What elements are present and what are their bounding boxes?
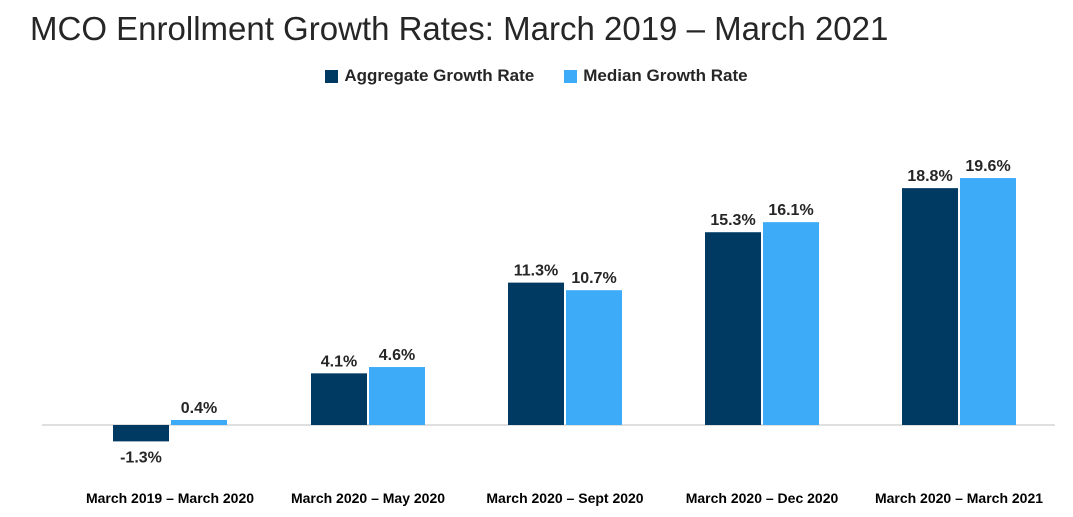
data-label-median-1: 4.6%: [379, 347, 415, 364]
legend-swatch-median: [564, 69, 578, 83]
data-label-aggregate-2: 11.3%: [514, 263, 558, 280]
bar-median-3: [763, 222, 819, 425]
bar-median-4: [960, 178, 1016, 425]
bar-aggregate-1: [311, 373, 367, 425]
bar-aggregate-2: [508, 282, 564, 425]
bar-median-2: [566, 290, 622, 425]
category-label-1: March 2020 – May 2020: [291, 490, 445, 506]
legend-label-aggregate: Aggregate Growth Rate: [344, 66, 535, 85]
data-label-aggregate-4: 18.8%: [907, 168, 952, 185]
category-label-3: March 2020 – Dec 2020: [686, 490, 839, 506]
bar-aggregate-4: [902, 188, 958, 425]
data-label-aggregate-3: 15.3%: [710, 212, 755, 229]
bar-aggregate-3: [705, 232, 761, 425]
legend: Aggregate Growth Rate Median Growth Rate: [0, 66, 1073, 86]
category-label-2: March 2020 – Sept 2020: [486, 490, 643, 506]
legend-label-median: Median Growth Rate: [583, 66, 748, 85]
data-label-median-4: 19.6%: [965, 158, 1010, 175]
legend-swatch-aggregate: [325, 69, 339, 83]
data-label-median-3: 16.1%: [768, 202, 813, 219]
category-label-0: March 2019 – March 2020: [86, 490, 254, 506]
legend-item-aggregate: Aggregate Growth Rate: [325, 66, 534, 86]
bar-median-0: [171, 419, 227, 425]
chart-title: MCO Enrollment Growth Rates: March 2019 …: [30, 10, 889, 47]
data-label-median-0: 0.4%: [181, 400, 217, 417]
bar-median-1: [369, 367, 425, 425]
bar-aggregate-0: [113, 425, 169, 442]
data-label-median-2: 10.7%: [571, 270, 616, 287]
legend-item-median: Median Growth Rate: [564, 66, 748, 86]
category-label-4: March 2020 – March 2021: [875, 490, 1043, 506]
data-label-aggregate-1: 4.1%: [321, 353, 357, 370]
data-label-aggregate-0: -1.3%: [120, 449, 162, 466]
